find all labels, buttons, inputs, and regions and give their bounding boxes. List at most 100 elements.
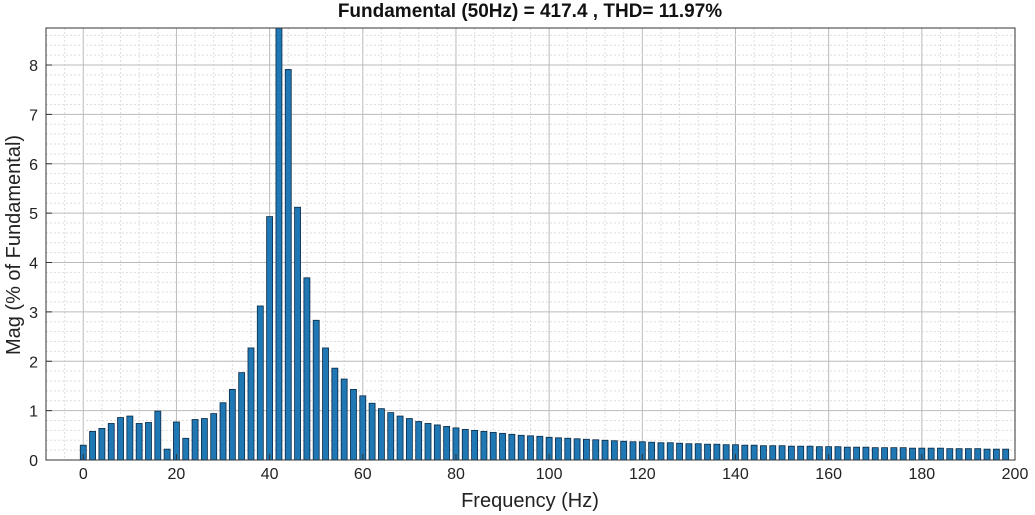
bar xyxy=(499,432,506,461)
bar xyxy=(806,445,814,461)
bar xyxy=(769,445,777,461)
bar xyxy=(946,448,954,461)
bar xyxy=(862,446,870,461)
y-tick-label: 3 xyxy=(29,305,38,322)
bar xyxy=(685,443,693,461)
bar xyxy=(247,347,255,461)
bar xyxy=(713,443,721,461)
bar xyxy=(853,446,861,461)
bar xyxy=(322,347,329,461)
bar xyxy=(443,426,451,461)
bar xyxy=(694,443,702,461)
y-axis-label: Mag (% of Fundamental) xyxy=(3,135,25,355)
bar xyxy=(927,447,935,461)
bar xyxy=(750,444,758,461)
y-tick-label: 8 xyxy=(29,58,38,75)
x-axis-label: Frequency (Hz) xyxy=(461,490,599,512)
bar xyxy=(266,216,274,461)
bar xyxy=(909,447,916,461)
y-tick-label: 4 xyxy=(29,256,38,273)
chart-title: Fundamental (50Hz) = 417.4 , THD= 11.97% xyxy=(338,1,722,22)
y-tick-label: 2 xyxy=(29,354,38,371)
bar xyxy=(965,448,972,461)
bar xyxy=(294,206,301,461)
bar xyxy=(787,445,795,461)
bar xyxy=(573,438,581,461)
bar xyxy=(182,437,190,461)
bar xyxy=(676,442,683,461)
bar xyxy=(722,444,730,461)
y-ticks: 0 1 2 3 4 5 6 7 8 xyxy=(29,58,52,470)
y-tick-label: 6 xyxy=(29,157,38,174)
bars xyxy=(79,27,1010,461)
bar xyxy=(219,402,227,461)
bar xyxy=(704,443,711,461)
x-tick-label: 60 xyxy=(354,466,372,483)
bar xyxy=(517,434,525,461)
bar xyxy=(117,417,124,461)
bar xyxy=(396,415,404,461)
bar xyxy=(256,305,264,461)
bar xyxy=(741,444,749,461)
bar xyxy=(899,447,907,461)
x-tick-label: 160 xyxy=(815,466,842,483)
plot-frame xyxy=(45,27,1016,461)
x-tick-label: 40 xyxy=(261,466,279,483)
bar xyxy=(508,433,516,461)
bar xyxy=(834,446,842,461)
bar xyxy=(340,378,348,461)
bar xyxy=(145,422,152,461)
x-ticks: 0 20 40 60 80 100 120 140 160 180 200 xyxy=(79,454,1029,483)
bar xyxy=(527,435,534,461)
bar xyxy=(210,413,218,461)
x-tick-label: 120 xyxy=(629,466,656,483)
bar xyxy=(275,27,283,461)
bar xyxy=(89,430,96,461)
bar xyxy=(778,445,786,461)
x-tick-label: 20 xyxy=(168,466,186,483)
bar xyxy=(648,441,656,461)
bar xyxy=(126,415,134,461)
bar xyxy=(955,448,963,461)
bar xyxy=(135,423,143,461)
bar xyxy=(871,447,879,461)
bar xyxy=(620,440,628,461)
y-tick-label: 5 xyxy=(29,206,38,223)
bar xyxy=(424,423,432,461)
bar xyxy=(555,437,562,461)
bar xyxy=(937,447,944,461)
x-tick-label: 140 xyxy=(722,466,749,483)
bar xyxy=(564,437,572,461)
bar xyxy=(387,412,395,461)
bar xyxy=(107,423,115,461)
bar xyxy=(583,438,590,461)
bar xyxy=(815,446,823,461)
bar xyxy=(489,431,497,461)
bar xyxy=(415,421,423,461)
grid xyxy=(46,28,1016,461)
bar xyxy=(331,367,339,461)
bar xyxy=(890,447,898,461)
bar xyxy=(592,439,600,461)
bar xyxy=(200,418,208,461)
bar xyxy=(191,419,199,461)
bar xyxy=(760,445,767,461)
bar xyxy=(163,448,171,461)
x-tick-label: 200 xyxy=(1002,466,1029,483)
bar xyxy=(480,430,488,461)
bar xyxy=(881,447,888,461)
y-tick-label: 0 xyxy=(29,453,38,470)
bar xyxy=(666,442,674,461)
bar xyxy=(1002,448,1010,461)
bar xyxy=(629,441,637,461)
bar xyxy=(974,448,982,461)
y-tick-label: 1 xyxy=(29,404,38,421)
bar xyxy=(610,440,618,461)
x-tick-label: 100 xyxy=(536,466,563,483)
bar xyxy=(461,428,469,461)
x-tick-label: 80 xyxy=(447,466,465,483)
bar xyxy=(368,402,376,461)
bar xyxy=(303,277,311,461)
bar xyxy=(983,448,991,461)
